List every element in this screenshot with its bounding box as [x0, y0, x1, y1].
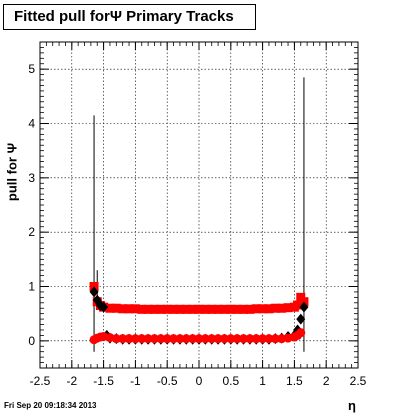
data-point-circle: [111, 334, 121, 344]
x-tick-label: -2.5: [30, 374, 51, 388]
data-point-square: [293, 300, 303, 310]
y-axis-label: pull for Ψ: [4, 142, 20, 202]
data-point-circle: [270, 334, 280, 344]
x-tick-label: -0.5: [157, 374, 178, 388]
data-point-square: [181, 304, 191, 314]
data-point-square: [219, 304, 229, 314]
x-tick-label: -1.5: [93, 374, 114, 388]
data-point-square: [277, 303, 287, 313]
y-tick-label: 3: [28, 171, 35, 185]
data-point-square: [213, 304, 223, 314]
data-point-square: [111, 303, 121, 313]
data-point-circle: [251, 334, 261, 344]
data-point-square: [264, 304, 274, 314]
data-point-diamond: [299, 301, 309, 313]
data-point-diamond: [99, 301, 109, 313]
data-point-circle: [200, 334, 210, 344]
x-tick-label: 0.5: [222, 374, 239, 388]
data-point-square: [258, 304, 268, 314]
x-tick-label: 1.5: [286, 374, 303, 388]
data-point-square: [105, 303, 115, 313]
data-point-square: [124, 304, 134, 314]
chart-title: Fitted pull forΨ Primary Tracks: [3, 4, 256, 30]
data-point-circle: [207, 334, 217, 344]
data-point-square: [245, 304, 255, 314]
data-point-square: [232, 304, 242, 314]
y-tick-label: 0: [28, 334, 35, 348]
data-point-circle: [156, 334, 166, 344]
data-point-square: [162, 304, 172, 314]
data-point-circle: [149, 334, 159, 344]
data-point-square: [226, 304, 236, 314]
data-point-circle: [175, 334, 185, 344]
y-tick-label: 4: [28, 117, 35, 131]
data-point-square: [188, 304, 198, 314]
y-tick-label: 1: [28, 280, 35, 294]
x-tick-label: 0: [196, 374, 203, 388]
data-point-diamond: [89, 286, 99, 298]
timestamp: Fri Sep 20 09:18:34 2013: [4, 401, 97, 410]
y-tick-label: 5: [28, 62, 35, 76]
x-tick-label: 2: [323, 374, 330, 388]
grid-lines: [40, 42, 358, 368]
x-tick-label: -2: [66, 374, 77, 388]
data-point-square: [283, 303, 293, 313]
data-point-circle: [194, 334, 204, 344]
data-point-circle: [124, 334, 134, 344]
data-point-circle: [219, 334, 229, 344]
data-point-square: [251, 304, 261, 314]
data-point-square: [200, 304, 210, 314]
data-point-square: [149, 304, 159, 314]
data-point-square: [194, 304, 204, 314]
x-tick-label: 2.5: [350, 374, 367, 388]
data-point-circle: [258, 334, 268, 344]
data-point-circle: [181, 334, 191, 344]
data-point-square: [239, 304, 249, 314]
data-point-square: [156, 304, 166, 314]
data-points: [89, 282, 309, 345]
tick-labels: -2.5 -2 -1.5 -1 -0.5 0 0.5 1 1.5 2 2.5 0 1 2 3 4 5: [28, 62, 366, 388]
data-point-circle: [239, 334, 249, 344]
data-point-circle: [118, 334, 128, 344]
data-point-square: [130, 304, 140, 314]
data-point-circle: [162, 334, 172, 344]
data-point-square: [137, 304, 147, 314]
data-point-circle: [188, 334, 198, 344]
data-point-square: [207, 304, 217, 314]
data-point-circle: [143, 334, 153, 344]
data-point-square: [169, 304, 179, 314]
axis-ticks: [39, 41, 359, 369]
y-tick-label: 2: [28, 225, 35, 239]
data-point-square: [270, 303, 280, 313]
data-point-circle: [232, 334, 242, 344]
data-point-square: [143, 304, 153, 314]
x-axis-label: η: [348, 398, 356, 413]
data-point-square: [118, 304, 128, 314]
data-point-diamond: [296, 313, 306, 325]
data-point-circle: [213, 334, 223, 344]
x-tick-label: 1: [259, 374, 266, 388]
data-point-circle: [226, 334, 236, 344]
data-point-circle: [264, 334, 274, 344]
data-point-square: [175, 304, 185, 314]
data-point-circle: [296, 328, 306, 338]
data-point-circle: [169, 334, 179, 344]
data-point-circle: [137, 334, 147, 344]
x-tick-label: -1: [130, 374, 141, 388]
y-axis-label-wrap: pull for Ψ: [4, 122, 20, 222]
data-point-circle: [130, 334, 140, 344]
data-point-circle: [245, 334, 255, 344]
